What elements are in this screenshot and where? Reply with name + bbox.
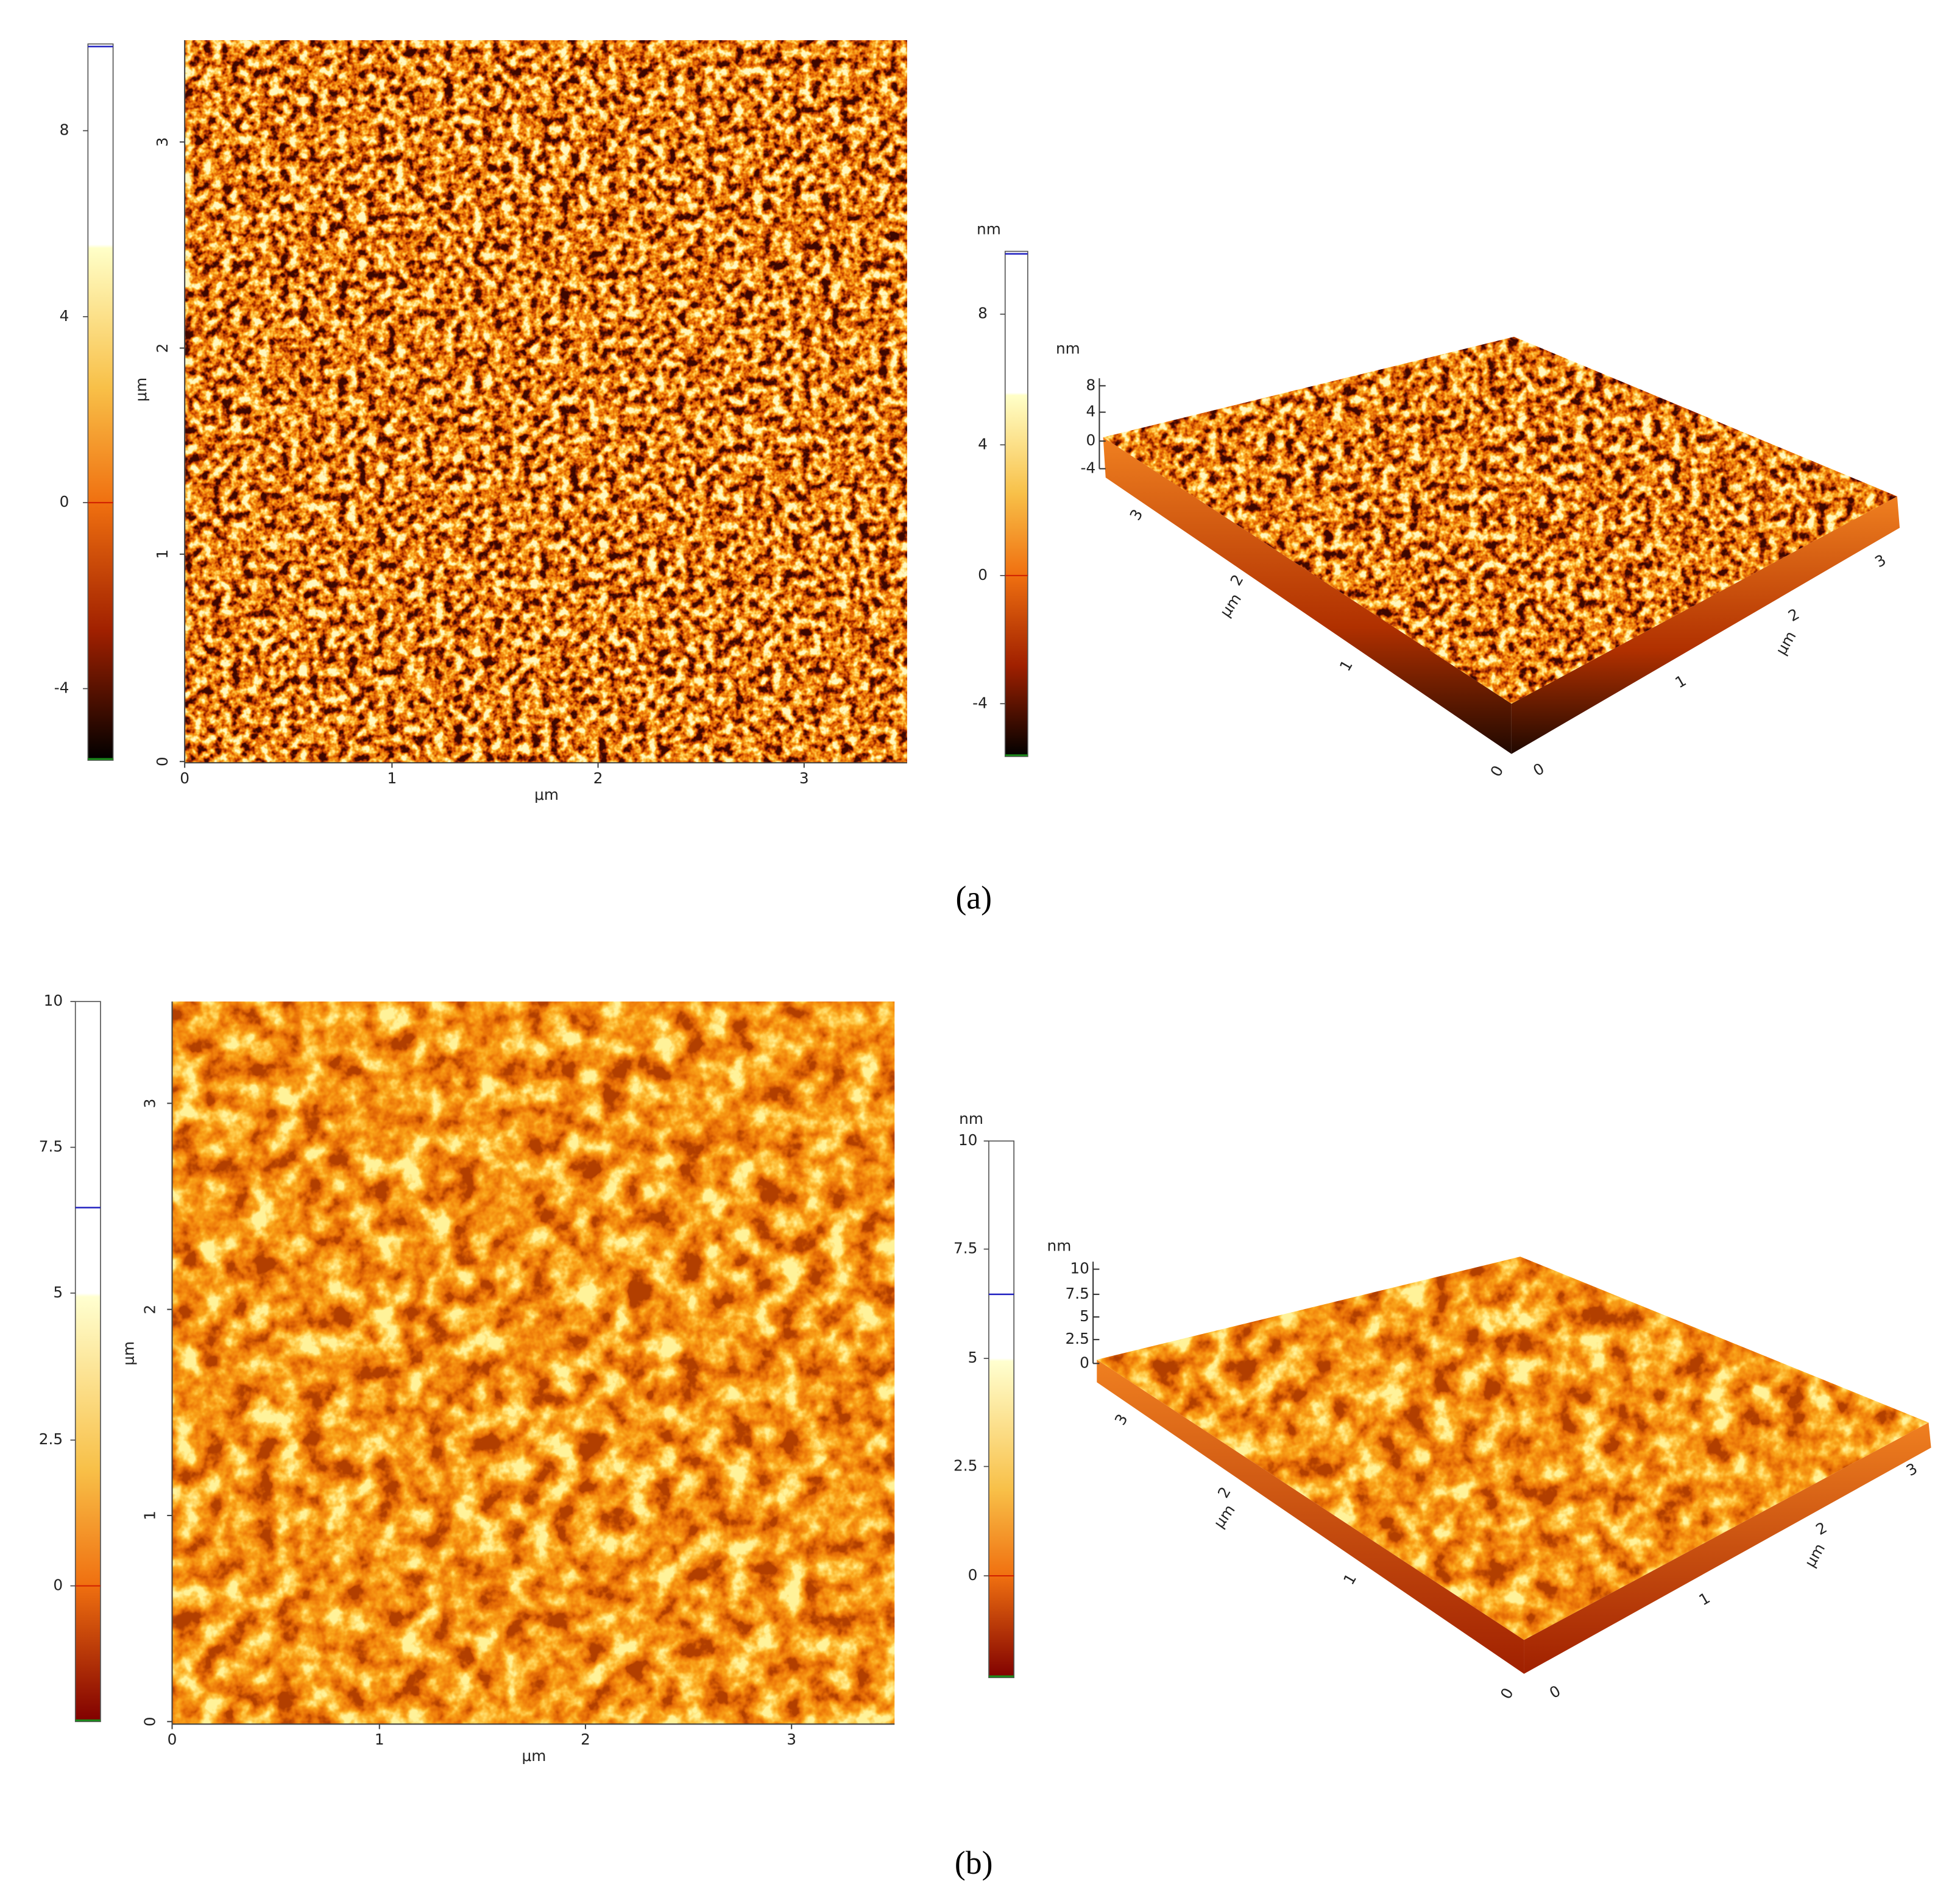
colorbar-tick-label: 2.5: [39, 1430, 63, 1448]
left-axis-label: μm: [1210, 1502, 1239, 1531]
right-axis-tick-label: 0: [1530, 760, 1547, 780]
y-tick-label: 3: [154, 137, 171, 147]
right-axis-tick-label: 1: [1672, 671, 1689, 691]
y-tick-label: 1: [154, 549, 171, 559]
z-axis-unit: nm: [1056, 340, 1080, 358]
colorbar: [74, 1001, 101, 1723]
panel-caption: (b): [955, 1844, 993, 1881]
z-tick-label: 8: [1086, 376, 1095, 393]
z-axis-unit: nm: [1047, 1237, 1072, 1254]
right-axis-tick-label: 3: [1903, 1459, 1920, 1480]
surface-wall: [1511, 496, 1900, 754]
panel-caption: (a): [955, 879, 991, 916]
z-tick-label: 7.5: [1066, 1285, 1089, 1302]
x-tick-label: 1: [375, 1731, 384, 1748]
right-axis-tick-label: 2: [1813, 1519, 1830, 1539]
left-axis-tick-label: 1: [1336, 657, 1356, 674]
left-axis-tick-label: 0: [1497, 1685, 1517, 1702]
y-tick-label: 2: [141, 1305, 158, 1315]
colorbar-tick-label: 2.5: [953, 1457, 977, 1475]
left-axis-tick-label: 1: [1340, 1570, 1360, 1587]
z-tick-label: 10: [1070, 1260, 1089, 1277]
x-tick-label: 3: [787, 1731, 796, 1748]
left-axis-tick-label: 3: [1111, 1411, 1131, 1428]
x-tick-label: 0: [180, 769, 189, 787]
colorbar-tick-label: 4: [60, 307, 69, 325]
surface-wall: [1097, 1360, 1524, 1674]
z-tick-label: 5: [1080, 1307, 1089, 1325]
surface-3d: [1103, 336, 1897, 704]
right-axis-tick-label: 3: [1872, 551, 1889, 571]
colorbar-tick-label: 0: [968, 1566, 978, 1584]
x-tick-label: 1: [387, 769, 397, 787]
x-axis-label: μm: [534, 786, 559, 803]
colorbar-tick-label: 7.5: [39, 1138, 63, 1156]
surface-wall: [1103, 437, 1512, 754]
colorbar: [988, 1140, 1015, 1678]
colorbar-unit: nm: [977, 221, 1001, 238]
y-tick-label: 0: [154, 757, 171, 766]
z-tick-label: 0: [1086, 431, 1095, 449]
x-tick-label: 2: [581, 1731, 590, 1748]
right-axis-tick-label: 2: [1785, 605, 1802, 625]
right-axis-label: μm: [1801, 1540, 1828, 1570]
left-axis-tick-label: 3: [1126, 506, 1146, 523]
left-axis-label: μm: [1216, 590, 1245, 620]
right-axis-label: μm: [1772, 628, 1800, 658]
colorbar-tick-label: 5: [53, 1283, 63, 1301]
panel: 8 4 0 -4 8 4 0 -4 nm 0 1 2 3 μm 0 1 2 3 μm 8 4 0 -4 nm 3 2 1 0 μm 0 1 2…: [54, 40, 1900, 916]
y-tick-label: 3: [141, 1098, 158, 1108]
colorbar-tick-label: 4: [978, 435, 988, 453]
z-tick-label: 4: [1086, 403, 1095, 420]
colorbar-tick-label: 0: [60, 493, 69, 510]
afm-height-map: [185, 40, 907, 763]
left-axis-tick-label: 2: [1214, 1484, 1234, 1501]
y-axis-label: μm: [132, 378, 150, 402]
z-tick-label: -4: [1081, 459, 1096, 476]
colorbar-tick-label: 7.5: [953, 1240, 977, 1257]
left-axis-tick-label: 2: [1226, 571, 1247, 588]
left-axis-tick-label: 0: [1487, 763, 1507, 780]
colorbar-tick-label: 0: [978, 566, 988, 584]
colorbar: [1004, 250, 1028, 757]
x-tick-label: 2: [593, 769, 603, 787]
x-tick-label: 3: [799, 769, 809, 787]
surface-wall: [1524, 1422, 1931, 1674]
colorbar-unit: nm: [959, 1110, 983, 1127]
colorbar-tick-label: -4: [972, 694, 988, 711]
colorbar-tick-label: 10: [44, 992, 63, 1009]
colorbar: [87, 43, 114, 761]
right-axis-tick-label: 0: [1546, 1682, 1563, 1702]
x-axis-label: μm: [522, 1747, 547, 1765]
colorbar-tick-label: 5: [968, 1349, 978, 1366]
y-tick-label: 1: [141, 1511, 158, 1520]
colorbar-tick-label: -4: [54, 679, 69, 697]
z-tick-label: 0: [1080, 1353, 1089, 1371]
afm-height-map: [172, 1001, 895, 1724]
z-tick-label: 2.5: [1066, 1330, 1089, 1347]
colorbar-tick-label: 8: [978, 305, 988, 322]
colorbar-tick-label: 10: [958, 1131, 977, 1149]
colorbar-tick-label: 0: [53, 1576, 63, 1593]
x-tick-label: 0: [168, 1731, 177, 1748]
y-tick-label: 0: [141, 1717, 158, 1726]
surface-3d: [1097, 1256, 1929, 1640]
y-tick-label: 2: [154, 344, 171, 353]
y-axis-label: μm: [119, 1341, 137, 1366]
right-axis-tick-label: 1: [1696, 1589, 1713, 1609]
colorbar-tick-label: 8: [60, 121, 69, 139]
